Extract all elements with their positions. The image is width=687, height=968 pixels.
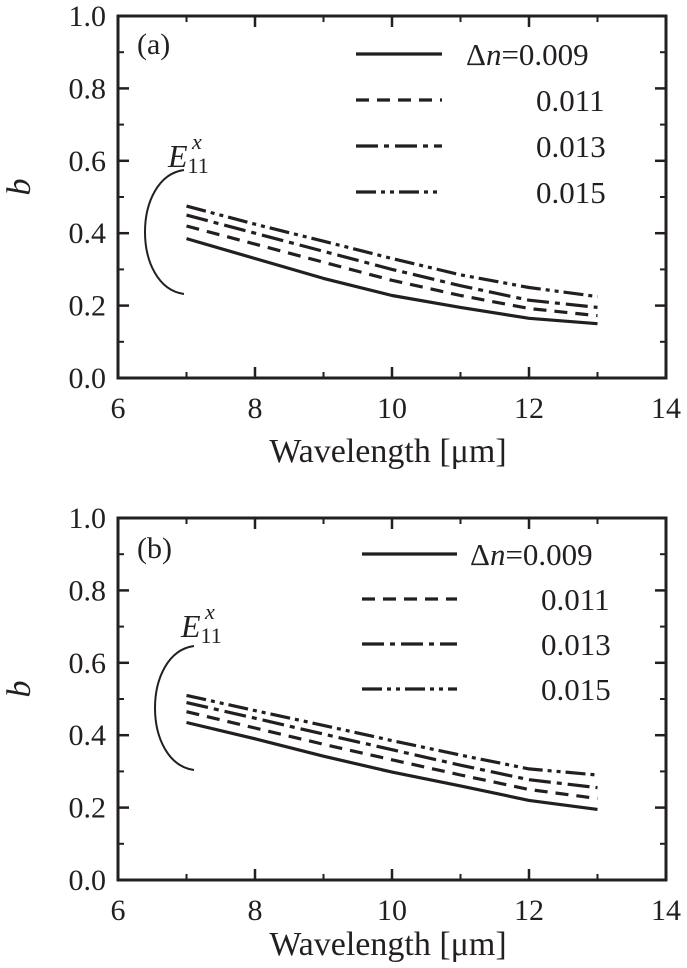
y-tick-label: 0.2 <box>69 792 107 825</box>
panel-label: (b) <box>137 532 172 565</box>
series-line-0-011 <box>186 710 598 801</box>
legend-label-0-011: 0.011 <box>541 582 610 617</box>
x-tick-label: 6 <box>111 392 126 425</box>
legend-label-0-015: 0.015 <box>536 175 606 210</box>
x-tick-label: 12 <box>514 894 544 927</box>
x-tick-label: 6 <box>111 894 126 927</box>
legend-label-0-015: 0.015 <box>541 672 611 707</box>
series-line-0-009 <box>186 237 598 326</box>
series-line-0-013 <box>186 701 598 790</box>
mode-label: E11 <box>167 138 209 178</box>
panel-label: (a) <box>137 28 170 61</box>
y-tick-label: 0.2 <box>69 290 107 323</box>
y-tick-label: 0.4 <box>69 217 107 250</box>
chart-panel-a: 0.0 0.2 0.4 0.6 0.8 1.0 6 8 10 12 14 Wavelength [μm… <box>1 0 681 470</box>
mode-label-superscript: x <box>191 129 202 154</box>
x-axis-label: Wavelength [μm] <box>269 433 506 470</box>
legend-label-0-013: 0.013 <box>541 627 611 662</box>
x-tick-label: 14 <box>651 894 681 927</box>
legend-label-0-009: Δn=0.009 <box>466 37 589 72</box>
x-tick-label: 14 <box>651 392 681 425</box>
x-tick-label: 10 <box>377 392 407 425</box>
x-axis-label: Wavelength [μm] <box>269 926 506 963</box>
x-tick-label: 12 <box>514 392 544 425</box>
series-line-0-011 <box>186 224 598 318</box>
series-line-0-009 <box>186 720 598 811</box>
y-tick-label: 0.8 <box>69 72 107 105</box>
legend-label-0-009: Δn=0.009 <box>470 537 593 572</box>
y-tick-label: 1.0 <box>69 0 107 33</box>
series-line-0-015 <box>186 204 598 299</box>
y-tick-label: 0.4 <box>69 719 107 752</box>
mode-label: E11 <box>180 608 222 648</box>
y-tick-label: 0.0 <box>69 362 107 395</box>
x-tick-label: 8 <box>248 392 263 425</box>
y-tick-label: 1.0 <box>69 502 107 535</box>
legend-label-0-013: 0.013 <box>536 129 606 164</box>
mode-bracket <box>144 169 185 295</box>
mode-label-superscript: x <box>204 599 215 624</box>
y-tick-label: 0.6 <box>69 145 107 178</box>
y-tick-label: 0.6 <box>69 647 107 680</box>
mode-bracket <box>154 645 195 771</box>
y-tick-label: 0.8 <box>69 574 107 607</box>
series-line-0-015 <box>186 693 598 777</box>
x-tick-label: 10 <box>377 894 407 927</box>
x-tick-label: 8 <box>248 894 263 927</box>
legend-label-0-011: 0.011 <box>536 83 605 118</box>
series-line-0-013 <box>186 213 598 309</box>
y-axis-label: b <box>1 681 38 698</box>
y-tick-label: 0.0 <box>69 864 107 897</box>
y-axis-label: b <box>1 179 38 196</box>
chart-panel-b: 0.0 0.2 0.4 0.6 0.8 1.0 6 8 10 12 14 Wavelength [μm… <box>1 502 681 963</box>
